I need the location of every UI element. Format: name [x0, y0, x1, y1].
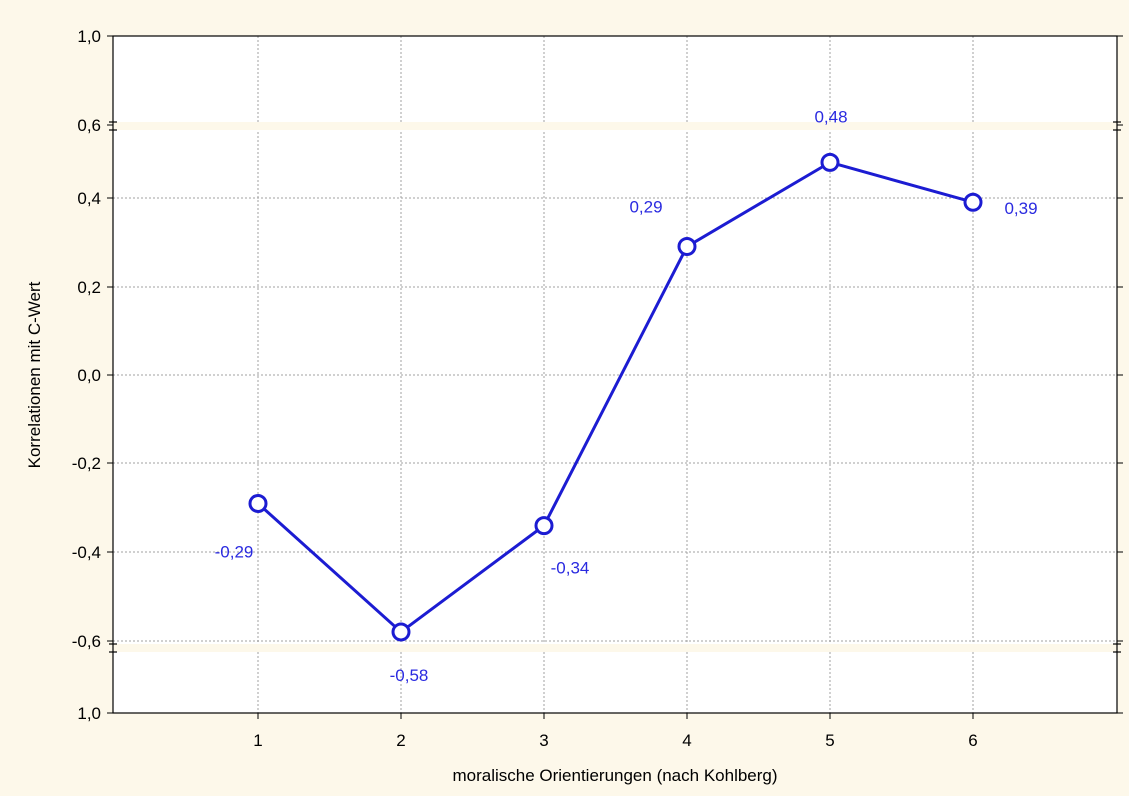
data-label-2: -0,34: [551, 559, 590, 578]
data-label-0: -0,29: [215, 542, 254, 561]
x-tick-label-2: 3: [539, 731, 548, 750]
y-tick-label-0: 1,0: [77, 27, 101, 46]
data-point-4: [820, 152, 840, 172]
x-axis-label: moralische Orientierungen (nach Kohlberg…: [452, 766, 777, 785]
data-point-1: [391, 622, 411, 642]
y-tick-label-8: 1,0: [77, 704, 101, 723]
data-label-4: 0,48: [814, 107, 847, 126]
y-tick-label-2: 0,4: [77, 189, 101, 208]
data-point-0: [248, 493, 268, 513]
y-tick-label-4: 0,0: [77, 366, 101, 385]
y-tick-label-6: -0,4: [72, 543, 101, 562]
x-tick-label-3: 4: [682, 731, 691, 750]
x-tick-label-4: 5: [825, 731, 834, 750]
y-tick-label-3: 0,2: [77, 278, 101, 297]
series-line-0: [256, 160, 974, 634]
x-tick-label-1: 2: [396, 731, 405, 750]
x-tick-label-5: 6: [968, 731, 977, 750]
data-label-3: 0,29: [629, 198, 662, 217]
y-axis-ticks: 1,0 0,6 0,4 0,2 0,0 -0,2 -0,4 -0,6 1,0: [72, 27, 1123, 723]
axis-break-gap-0: [112, 122, 1118, 130]
y-tick-label-5: -0,2: [72, 454, 101, 473]
data-label-5: 0,39: [1004, 199, 1037, 218]
data-point-5: [963, 192, 983, 212]
y-axis-label: Korrelationen mit C-Wert: [25, 281, 44, 468]
data-point-3: [677, 237, 697, 257]
y-tick-label-7: -0,6: [72, 632, 101, 651]
data-labels: -0,29 -0,58 -0,34 0,29 0,48 0,39: [215, 107, 1038, 685]
axis-break-gap-1: [112, 644, 1118, 652]
data-label-1: -0,58: [390, 666, 429, 685]
series-group: [248, 152, 983, 642]
x-axis-ticks: 1 2 3 4 5 6: [253, 713, 978, 750]
x-tick-label-0: 1: [253, 731, 262, 750]
y-tick-label-1: 0,6: [77, 116, 101, 135]
data-point-2: [534, 516, 554, 536]
